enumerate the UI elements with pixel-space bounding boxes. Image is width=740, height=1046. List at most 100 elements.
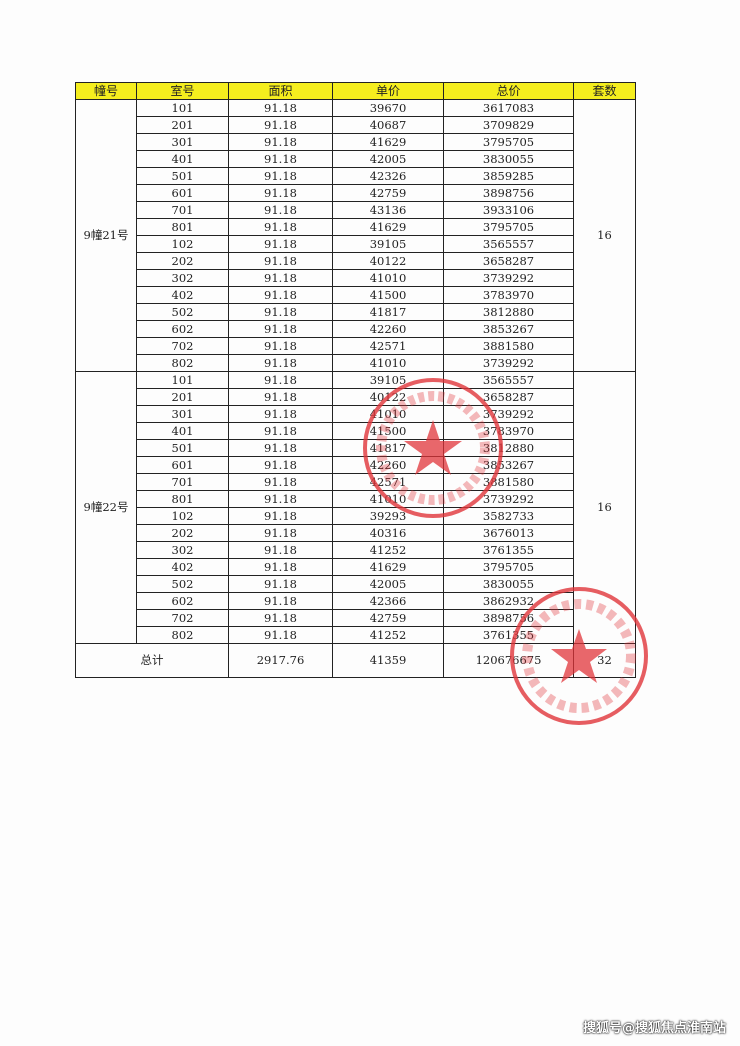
unit-price-cell: 39293: [332, 507, 444, 525]
area-cell: 91.18: [228, 116, 333, 134]
room-cell: 401: [136, 150, 229, 168]
table-row: 501 91.18 41817 3812880: [76, 439, 636, 457]
room-cell: 601: [136, 456, 229, 474]
area-cell: 91.18: [228, 150, 333, 168]
table-row: 301 91.18 41010 3739292: [76, 405, 636, 423]
room-cell: 301: [136, 133, 229, 151]
room-cell: 502: [136, 303, 229, 321]
unit-price-cell: 42326: [332, 167, 444, 185]
building-cell: 9幢21号: [75, 99, 137, 372]
total-price-cell: 3565557: [443, 371, 574, 389]
total-price-cell: 3795705: [443, 218, 574, 236]
unit-price-cell: 40687: [332, 116, 444, 134]
area-cell: 91.18: [228, 422, 333, 440]
table-row: 602 91.18 42366 3862932: [76, 592, 636, 610]
room-cell: 602: [136, 320, 229, 338]
unit-price-cell: 42005: [332, 575, 444, 593]
total-price-cell: 3933106: [443, 201, 574, 219]
table-row: 402 91.18 41500 3783970: [76, 286, 636, 304]
room-cell: 302: [136, 269, 229, 287]
unit-price-cell: 43136: [332, 201, 444, 219]
total-price-cell: 3739292: [443, 405, 574, 423]
unit-price-cell: 39105: [332, 371, 444, 389]
area-cell: 91.18: [228, 337, 333, 355]
area-cell: 91.18: [228, 184, 333, 202]
area-cell: 91.18: [228, 252, 333, 270]
area-cell: 91.18: [228, 286, 333, 304]
table-row: 9幢21号 101 91.18 39670 3617083 16: [75, 99, 636, 372]
header-building: 幢号: [75, 82, 137, 100]
total-price-cell: 3812880: [443, 439, 574, 457]
table-row: 602 91.18 42260 3853267: [76, 320, 636, 338]
total-price-cell: 3582733: [443, 507, 574, 525]
room-cell: 402: [136, 286, 229, 304]
total-price-cell: 3795705: [443, 133, 574, 151]
table-row: 701 91.18 42571 3881580: [76, 473, 636, 491]
area-cell: 91.18: [228, 371, 333, 389]
unit-price-cell: 42366: [332, 592, 444, 610]
area-cell: 91.18: [228, 592, 333, 610]
room-cell: 801: [136, 218, 229, 236]
unit-price-cell: 42260: [332, 456, 444, 474]
total-count: 32: [573, 643, 636, 678]
total-row: 总计 2917.76 41359 120676675 32: [75, 643, 636, 678]
area-cell: 91.18: [228, 456, 333, 474]
total-price-cell: 3881580: [443, 473, 574, 491]
table-row: 601 91.18 42759 3898756: [76, 184, 636, 202]
total-unit-price: 41359: [332, 643, 444, 678]
unit-price-cell: 40316: [332, 524, 444, 542]
unit-price-cell: 41629: [332, 133, 444, 151]
total-price-cell: 3658287: [443, 388, 574, 406]
room-cell: 102: [136, 235, 229, 253]
room-cell: 501: [136, 167, 229, 185]
unit-price-cell: 41500: [332, 422, 444, 440]
unit-price-cell: 42571: [332, 337, 444, 355]
unit-price-cell: 41010: [332, 405, 444, 423]
count-cell: 16: [573, 99, 636, 372]
header-unit-price: 单价: [332, 82, 444, 100]
unit-price-cell: 41010: [332, 354, 444, 372]
total-price-cell: 3739292: [443, 269, 574, 287]
table-row: 402 91.18 41629 3795705: [76, 558, 636, 576]
unit-price-cell: 41629: [332, 218, 444, 236]
room-cell: 102: [136, 507, 229, 525]
unit-price-cell: 41500: [332, 286, 444, 304]
watermark: 搜狐号@搜狐焦点淮南站: [582, 1021, 726, 1036]
total-price-cell: 3795705: [443, 558, 574, 576]
table-row: 801 91.18 41010 3739292: [76, 490, 636, 508]
total-price-cell: 3783970: [443, 286, 574, 304]
table-row: 102 91.18 39293 3582733: [76, 507, 636, 525]
area-cell: 91.18: [228, 388, 333, 406]
unit-price-cell: 42759: [332, 609, 444, 627]
header-total-price: 总价: [443, 82, 574, 100]
room-cell: 802: [136, 626, 229, 644]
table-row: 702 91.18 42571 3881580: [76, 337, 636, 355]
total-price-cell: 3658287: [443, 252, 574, 270]
total-price-cell: 3783970: [443, 422, 574, 440]
table-row: 502 91.18 42005 3830055: [76, 575, 636, 593]
room-cell: 802: [136, 354, 229, 372]
area-cell: 91.18: [228, 405, 333, 423]
unit-price-cell: 40122: [332, 388, 444, 406]
total-price-cell: 3898756: [443, 184, 574, 202]
unit-price-cell: 41252: [332, 541, 444, 559]
room-cell: 501: [136, 439, 229, 457]
total-price-cell: 3739292: [443, 354, 574, 372]
area-cell: 91.18: [228, 218, 333, 236]
total-label: 总计: [75, 643, 229, 678]
total-price-cell: 3853267: [443, 456, 574, 474]
total-price-cell: 3565557: [443, 235, 574, 253]
header-count: 套数: [573, 82, 636, 100]
unit-price-cell: 39105: [332, 235, 444, 253]
table-row: 9幢22号 101 91.18 39105 3565557 16: [75, 371, 636, 644]
room-cell: 701: [136, 201, 229, 219]
table-row: 401 91.18 41500 3783970: [76, 422, 636, 440]
total-price-cell: 3617083: [443, 99, 574, 117]
unit-price-cell: 42005: [332, 150, 444, 168]
area-cell: 91.18: [228, 524, 333, 542]
area-cell: 91.18: [228, 490, 333, 508]
room-cell: 302: [136, 541, 229, 559]
area-cell: 91.18: [228, 541, 333, 559]
table-row: 802 91.18 41010 3739292: [76, 354, 636, 372]
room-cell: 801: [136, 490, 229, 508]
